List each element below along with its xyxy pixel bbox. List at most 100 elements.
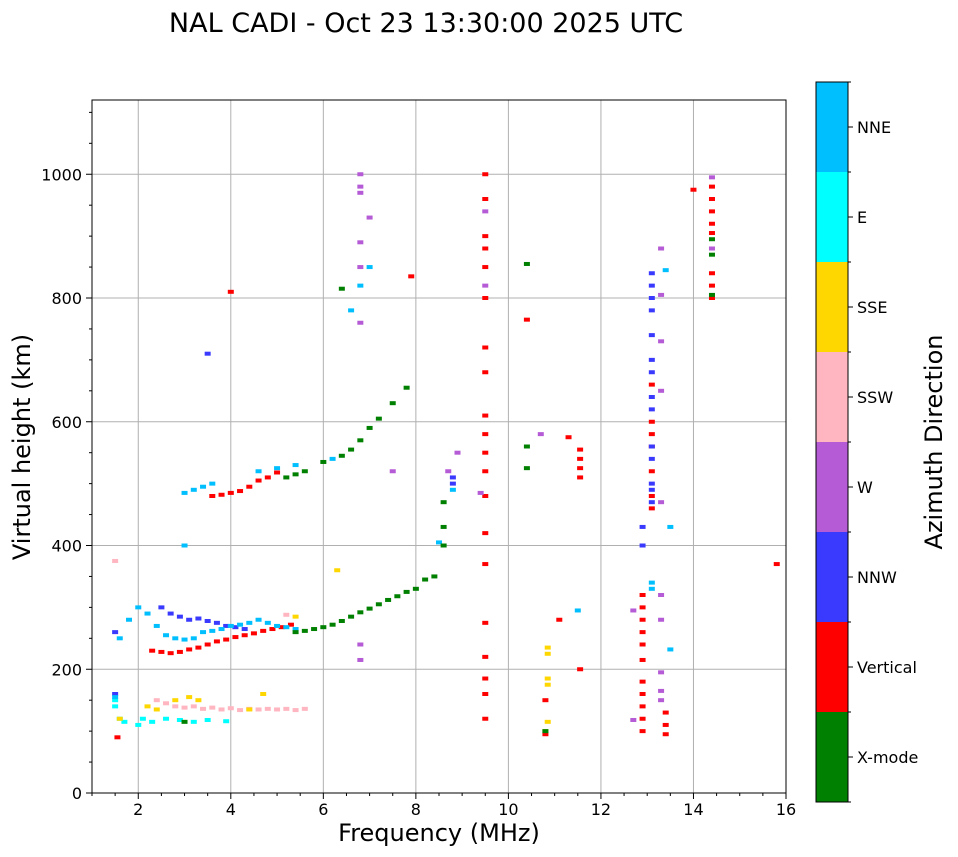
- data-point: [334, 568, 341, 573]
- data-point: [662, 722, 669, 727]
- data-point: [227, 289, 234, 294]
- data-point: [292, 630, 299, 635]
- data-point: [116, 716, 123, 721]
- data-point: [375, 602, 382, 607]
- data-point: [639, 679, 646, 684]
- data-point: [648, 419, 655, 424]
- data-point: [167, 611, 174, 616]
- data-point: [648, 487, 655, 492]
- colorbar-tick-label: SSW: [857, 388, 893, 407]
- colorbar-segment: [816, 172, 848, 262]
- data-point: [577, 667, 584, 672]
- data-point: [200, 484, 207, 489]
- data-point: [190, 636, 197, 641]
- data-point: [708, 296, 715, 300]
- data-point: [639, 704, 646, 709]
- colorbar-tick-label: E: [857, 208, 867, 227]
- data-point: [172, 698, 179, 703]
- data-point: [213, 620, 220, 625]
- data-point: [186, 647, 193, 652]
- data-point: [708, 246, 715, 251]
- x-tick-label: 2: [133, 800, 143, 819]
- data-point: [320, 459, 327, 464]
- colorbar-tick-label: SSE: [857, 298, 887, 317]
- x-tick-label: 10: [498, 800, 518, 819]
- data-point: [648, 395, 655, 399]
- data-point: [422, 577, 429, 582]
- data-point: [153, 707, 160, 712]
- data-point: [389, 469, 396, 474]
- data-point: [223, 719, 230, 724]
- data-point: [542, 729, 549, 734]
- data-point: [366, 606, 373, 611]
- data-point: [329, 622, 336, 627]
- data-point: [648, 296, 655, 300]
- colorbar-tick-label: Vertical: [857, 658, 917, 677]
- data-point: [209, 494, 216, 498]
- data-point: [204, 351, 211, 356]
- data-point: [403, 385, 410, 390]
- data-point: [292, 472, 299, 477]
- data-point: [357, 283, 364, 288]
- data-point: [209, 705, 216, 710]
- data-point: [658, 339, 665, 344]
- data-point: [577, 475, 584, 480]
- data-point: [287, 622, 294, 627]
- data-point: [436, 540, 442, 545]
- data-point: [658, 388, 665, 393]
- data-point: [648, 481, 655, 486]
- colorbar-tick-label: W: [857, 478, 873, 497]
- data-point: [357, 184, 364, 189]
- data-point: [163, 716, 170, 721]
- data-point: [227, 706, 234, 711]
- colorbar-segment: [816, 262, 848, 352]
- colorbar-tick-label: NNE: [857, 118, 891, 137]
- data-point: [232, 625, 239, 630]
- data-point: [301, 628, 308, 633]
- data-point: [648, 586, 655, 591]
- data-point: [690, 187, 697, 192]
- data-point: [301, 706, 308, 711]
- data-point: [190, 487, 197, 492]
- data-point: [708, 292, 715, 297]
- data-point: [523, 261, 530, 266]
- x-tick-label: 8: [411, 800, 421, 819]
- data-point: [366, 265, 373, 270]
- data-point: [149, 719, 156, 724]
- data-point: [255, 617, 262, 622]
- data-point: [648, 308, 655, 313]
- colorbar-segment: [816, 442, 848, 532]
- data-point: [366, 215, 373, 220]
- data-point: [482, 234, 489, 239]
- data-point: [773, 562, 780, 567]
- data-point: [662, 732, 669, 737]
- data-point: [181, 637, 188, 642]
- data-point: [246, 620, 253, 625]
- data-point: [357, 172, 364, 177]
- data-point: [227, 490, 234, 495]
- colorbar-segment: [816, 622, 848, 712]
- data-point: [163, 633, 170, 638]
- data-point: [264, 475, 271, 480]
- data-point: [209, 628, 216, 633]
- data-point: [648, 456, 655, 461]
- data-point: [260, 692, 267, 696]
- data-point: [658, 500, 665, 505]
- data-point: [482, 197, 489, 201]
- y-tick-label: 1000: [41, 165, 82, 184]
- data-point: [648, 283, 655, 288]
- data-point: [648, 500, 655, 505]
- data-point: [283, 706, 290, 711]
- data-point: [204, 642, 211, 647]
- data-point: [449, 475, 456, 480]
- data-point: [172, 704, 179, 709]
- data-point: [389, 401, 396, 406]
- data-point: [181, 490, 188, 495]
- data-point: [158, 649, 165, 654]
- colorbar-segment: [816, 532, 848, 622]
- data-point: [639, 642, 646, 647]
- data-point: [648, 469, 655, 474]
- data-point: [523, 317, 530, 322]
- series-nnw: [112, 271, 655, 696]
- data-point: [112, 692, 119, 696]
